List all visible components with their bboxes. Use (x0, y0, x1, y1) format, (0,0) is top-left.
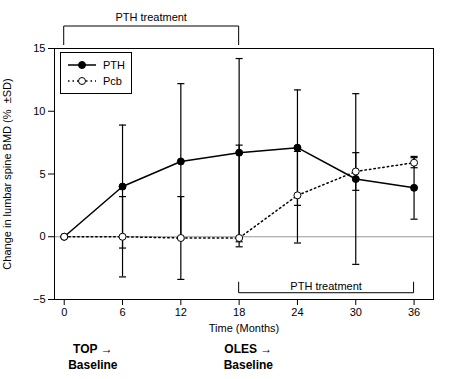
svg-text:TOP →: TOP → (73, 342, 113, 356)
svg-text:0: 0 (61, 306, 67, 318)
svg-text:Time (Months): Time (Months) (209, 322, 280, 334)
svg-text:0: 0 (39, 230, 45, 242)
svg-text:10: 10 (33, 105, 45, 117)
svg-text:18: 18 (233, 306, 245, 318)
svg-text:12: 12 (175, 306, 187, 318)
svg-text:PTH treatment: PTH treatment (115, 11, 187, 23)
svg-text:5: 5 (39, 168, 45, 180)
svg-text:Baseline: Baseline (224, 358, 274, 372)
html-text:PTH: PTH (103, 59, 125, 71)
svg-text:24: 24 (291, 306, 303, 318)
svg-text:36: 36 (408, 306, 420, 318)
svg-text:Change in lumbar spine BMD (%: Change in lumbar spine BMD (% ±SD) (1, 78, 13, 269)
svg-text:30: 30 (350, 306, 362, 318)
svg-text:15: 15 (33, 42, 45, 54)
html-text:Pcb: Pcb (103, 75, 122, 87)
svg-text:OLES →: OLES → (224, 342, 272, 356)
svg-text:PTH treatment: PTH treatment (290, 280, 362, 292)
svg-text:Baseline: Baseline (68, 358, 118, 372)
svg-text:6: 6 (119, 306, 125, 318)
svg-text:−5: −5 (33, 293, 46, 305)
